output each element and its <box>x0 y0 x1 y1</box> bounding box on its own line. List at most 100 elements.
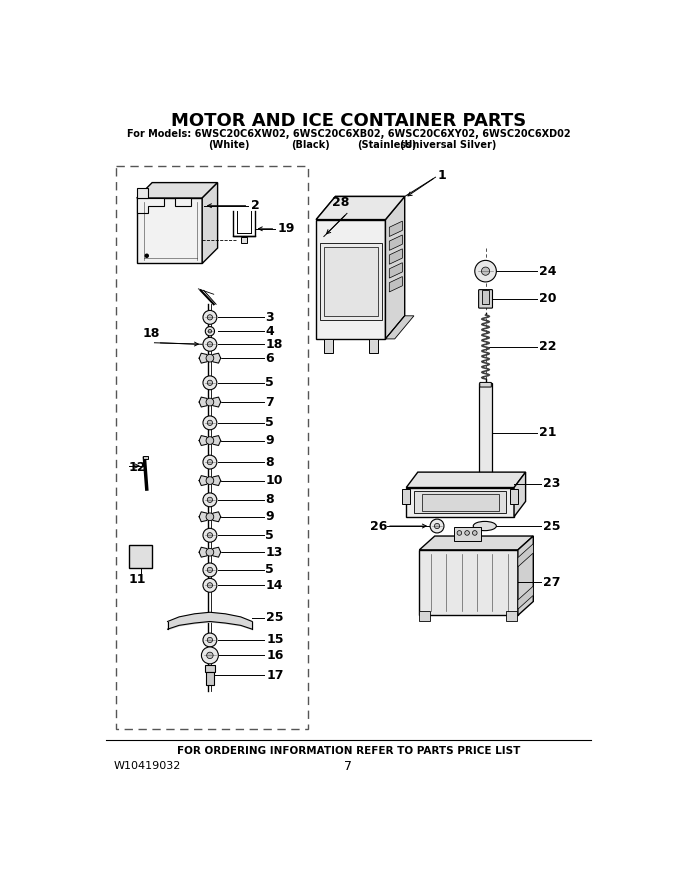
Polygon shape <box>199 512 210 522</box>
Polygon shape <box>210 397 221 407</box>
Circle shape <box>206 398 214 406</box>
FancyBboxPatch shape <box>205 665 216 671</box>
Circle shape <box>206 513 214 521</box>
Text: 11: 11 <box>129 573 147 586</box>
Text: 21: 21 <box>539 426 557 439</box>
Circle shape <box>203 455 217 469</box>
Circle shape <box>206 477 214 484</box>
Circle shape <box>203 337 217 351</box>
FancyBboxPatch shape <box>129 545 152 568</box>
Bar <box>510 489 518 504</box>
Text: 7: 7 <box>265 395 274 408</box>
Text: 5: 5 <box>265 563 274 576</box>
Polygon shape <box>210 512 221 522</box>
Polygon shape <box>406 488 514 517</box>
Polygon shape <box>316 219 386 339</box>
Polygon shape <box>210 353 221 363</box>
Polygon shape <box>406 472 526 488</box>
Circle shape <box>464 531 469 535</box>
Text: 9: 9 <box>265 434 274 447</box>
Polygon shape <box>137 198 202 263</box>
Text: 22: 22 <box>539 340 557 353</box>
Text: 18: 18 <box>143 327 160 340</box>
Text: 19: 19 <box>277 223 295 235</box>
Polygon shape <box>514 472 526 517</box>
Circle shape <box>206 436 214 444</box>
Polygon shape <box>390 262 403 278</box>
Text: 25: 25 <box>266 611 284 624</box>
Bar <box>241 237 247 243</box>
Text: 18: 18 <box>265 338 283 351</box>
Text: MOTOR AND ICE CONTAINER PARTS: MOTOR AND ICE CONTAINER PARTS <box>171 112 526 130</box>
Circle shape <box>205 326 214 336</box>
Text: For Models: 6WSC20C6XW02, 6WSC20C6XB02, 6WSC20C6XY02, 6WSC20C6XD02: For Models: 6WSC20C6XW02, 6WSC20C6XB02, … <box>126 129 571 139</box>
Circle shape <box>207 497 213 502</box>
FancyBboxPatch shape <box>480 479 492 483</box>
Text: W10419032: W10419032 <box>114 761 181 771</box>
FancyBboxPatch shape <box>206 671 214 686</box>
Circle shape <box>203 528 217 542</box>
Text: 4: 4 <box>265 325 274 338</box>
Polygon shape <box>199 436 210 445</box>
Circle shape <box>207 637 213 642</box>
FancyBboxPatch shape <box>480 383 492 387</box>
Polygon shape <box>175 198 190 206</box>
Polygon shape <box>386 316 414 339</box>
Circle shape <box>207 421 213 425</box>
Polygon shape <box>390 276 403 292</box>
Circle shape <box>207 532 213 538</box>
Bar <box>481 290 490 304</box>
Polygon shape <box>137 198 164 213</box>
Text: 15: 15 <box>266 634 284 647</box>
Ellipse shape <box>473 521 496 531</box>
Circle shape <box>203 311 217 324</box>
Polygon shape <box>199 397 210 407</box>
Text: (Universal Silver): (Universal Silver) <box>401 140 497 150</box>
Circle shape <box>475 260 496 282</box>
Circle shape <box>207 459 213 465</box>
Bar <box>422 494 498 510</box>
Circle shape <box>203 416 217 429</box>
Text: 10: 10 <box>265 474 283 488</box>
Circle shape <box>203 493 217 507</box>
Bar <box>420 612 430 620</box>
Text: 6: 6 <box>265 352 274 364</box>
Circle shape <box>206 548 214 556</box>
Polygon shape <box>518 586 533 609</box>
Circle shape <box>207 652 213 658</box>
Text: 5: 5 <box>265 377 274 389</box>
Polygon shape <box>137 188 148 198</box>
Circle shape <box>206 355 214 362</box>
Circle shape <box>430 519 444 533</box>
Polygon shape <box>518 536 533 615</box>
Polygon shape <box>420 550 518 615</box>
Polygon shape <box>420 536 533 550</box>
Polygon shape <box>137 182 218 198</box>
Bar <box>324 339 333 353</box>
Text: 1: 1 <box>438 169 447 182</box>
Text: 13: 13 <box>265 546 283 559</box>
Polygon shape <box>316 196 405 219</box>
Polygon shape <box>202 182 218 263</box>
Text: (Stainless): (Stainless) <box>357 140 417 150</box>
Polygon shape <box>210 476 221 486</box>
Bar <box>324 246 378 316</box>
Circle shape <box>457 531 462 535</box>
Bar <box>414 491 507 513</box>
Circle shape <box>203 376 217 390</box>
Text: 16: 16 <box>266 649 284 662</box>
Text: 7: 7 <box>345 759 352 773</box>
Circle shape <box>207 315 213 320</box>
Text: 12: 12 <box>129 461 147 474</box>
Polygon shape <box>210 547 221 557</box>
Bar <box>403 489 410 504</box>
Bar <box>320 243 381 319</box>
Circle shape <box>203 578 217 592</box>
Polygon shape <box>518 544 533 567</box>
Text: 9: 9 <box>265 510 274 524</box>
Circle shape <box>201 647 218 664</box>
Circle shape <box>207 568 213 573</box>
Circle shape <box>203 633 217 647</box>
Bar <box>143 456 148 459</box>
Circle shape <box>208 329 211 333</box>
